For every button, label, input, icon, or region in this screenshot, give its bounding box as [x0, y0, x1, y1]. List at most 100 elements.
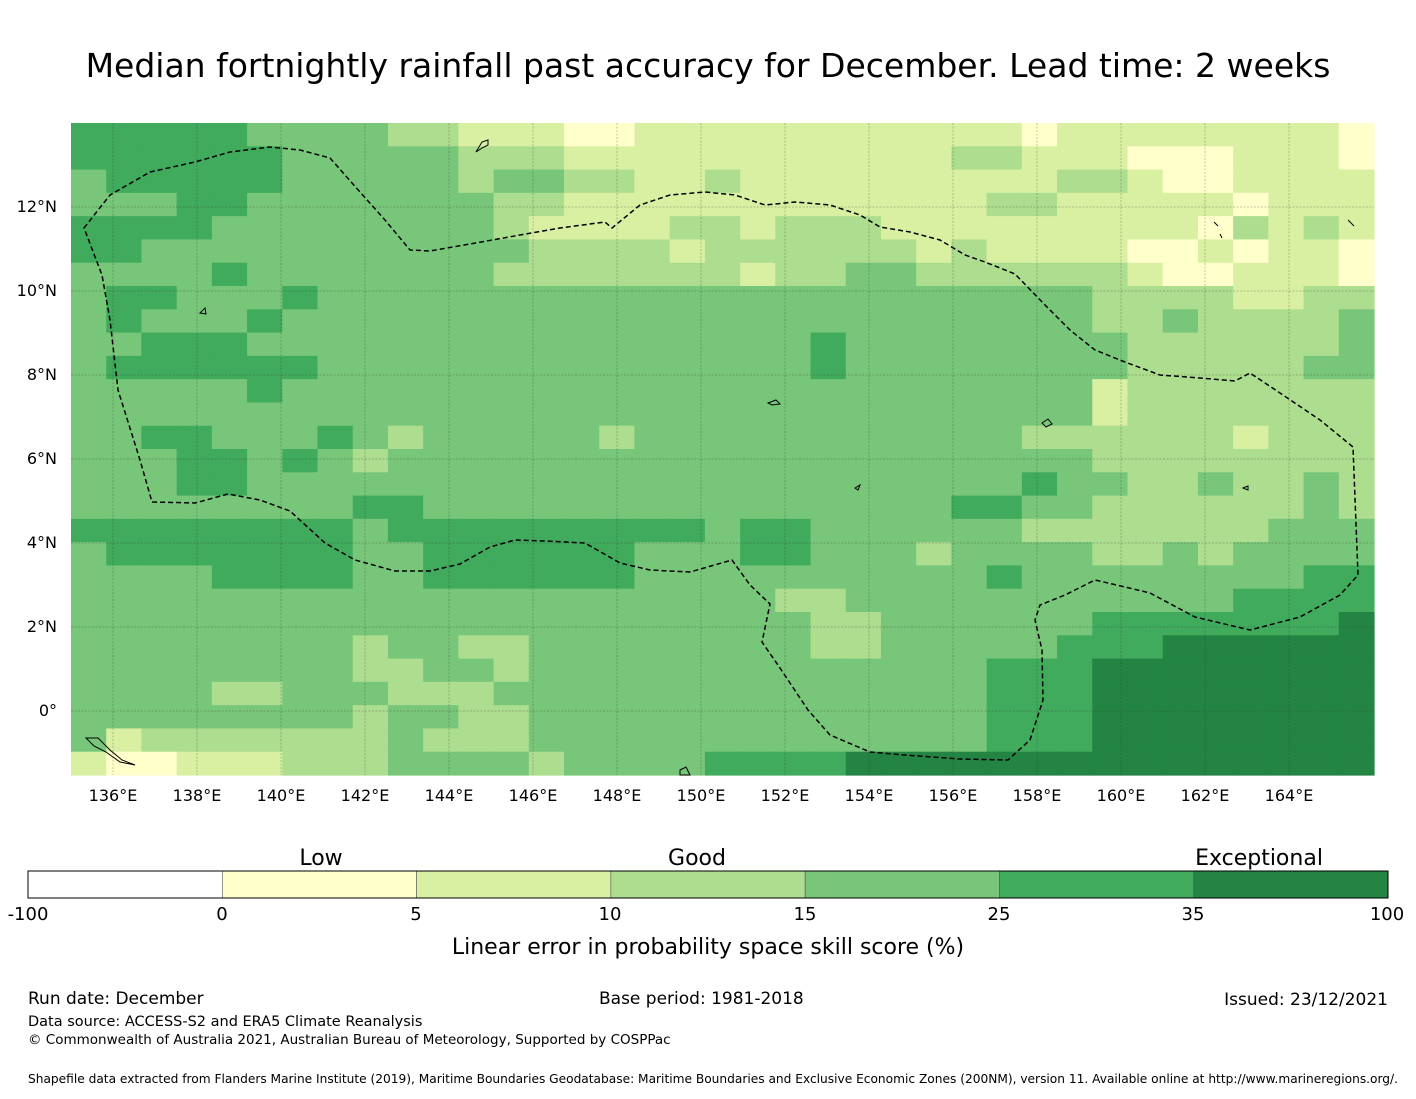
- grid-cell: [740, 728, 776, 753]
- grid-cell: [141, 355, 178, 380]
- grid-cell: [564, 751, 600, 776]
- grid-cell: [634, 355, 671, 380]
- grid-cell: [528, 658, 565, 683]
- grid-cell: [1057, 542, 1093, 567]
- grid-cell: [176, 425, 213, 450]
- grid-cell: [1057, 705, 1093, 730]
- grid-cell: [1021, 449, 1058, 473]
- grid-cell: [810, 658, 847, 683]
- grid-cell: [176, 309, 213, 334]
- grid-cell: [458, 565, 495, 590]
- grid-cell: [247, 309, 283, 334]
- grid-cell: [211, 565, 248, 590]
- grid-cell: [528, 472, 565, 497]
- grid-cell: [493, 286, 530, 310]
- grid-cell: [352, 565, 389, 590]
- grid-cell: [564, 472, 600, 497]
- grid-cell: [1162, 472, 1199, 497]
- grid-cell: [704, 728, 741, 753]
- grid-cell: [740, 635, 776, 660]
- grid-cell: [704, 495, 741, 520]
- grid-cell: [986, 612, 1023, 636]
- grid-cell: [916, 123, 953, 147]
- grid-cell: [1162, 216, 1199, 241]
- grid-cell: [423, 332, 459, 357]
- grid-cell: [1021, 751, 1058, 776]
- grid-cell: [1303, 146, 1340, 171]
- lon-label: 152°E: [761, 786, 810, 805]
- grid-cell: [282, 518, 319, 543]
- grid-cell: [810, 192, 847, 217]
- grid-cell: [1197, 542, 1234, 567]
- grid-cell: [1057, 751, 1093, 776]
- grid-cell: [634, 495, 671, 520]
- grid-cell: [211, 518, 248, 543]
- grid-cell: [1092, 542, 1129, 567]
- grid-cell: [1092, 216, 1129, 241]
- grid-cell: [493, 449, 530, 473]
- grid-cell: [493, 542, 530, 567]
- grid-cell: [211, 588, 248, 613]
- grid-cell: [1268, 472, 1305, 497]
- grid-cell: [1057, 379, 1093, 404]
- grid-cell: [1127, 402, 1164, 427]
- colorbar-bin: [999, 870, 1195, 899]
- lon-label: 158°E: [1013, 786, 1062, 805]
- grid-cell: [845, 751, 882, 776]
- grid-cell: [704, 146, 741, 171]
- grid-cell: [1162, 332, 1199, 357]
- grid-cell: [247, 751, 283, 776]
- grid-cell: [1021, 472, 1058, 497]
- grid-cell: [634, 542, 671, 567]
- grid-cell: [1233, 681, 1269, 706]
- grid-cell: [880, 262, 917, 287]
- grid-cell: [1092, 402, 1129, 427]
- grid-cell: [282, 658, 319, 683]
- grid-cell: [1092, 495, 1129, 520]
- grid-cell: [1338, 705, 1375, 730]
- grid-cell: [247, 612, 283, 636]
- grid-cell: [387, 681, 424, 706]
- grid-cell: [1268, 192, 1305, 217]
- grid-cell: [423, 728, 459, 753]
- grid-cell: [1233, 588, 1269, 613]
- grid-cell: [211, 751, 248, 776]
- grid-cell: [1162, 518, 1199, 543]
- grid-cell: [423, 612, 459, 636]
- grid-cell: [704, 681, 741, 706]
- grid-cell: [1021, 612, 1058, 636]
- grid-cell: [880, 425, 917, 450]
- grid-cell: [916, 588, 953, 613]
- grid-cell: [211, 612, 248, 636]
- grid-cell: [951, 146, 988, 171]
- grid-cell: [986, 239, 1023, 264]
- grid-cell: [211, 332, 248, 357]
- grid-cell: [740, 588, 776, 613]
- grid-cell: [493, 355, 530, 380]
- grid-cell: [106, 192, 143, 217]
- grid-cell: [317, 402, 354, 427]
- grid-cell: [458, 449, 495, 473]
- grid-cell: [634, 216, 671, 241]
- grid-cell: [1197, 355, 1234, 380]
- grid-cell: [634, 146, 671, 171]
- grid-cell: [951, 635, 988, 660]
- grid-cell: [564, 123, 600, 147]
- grid-cell: [564, 728, 600, 753]
- grid-cell: [493, 123, 530, 147]
- grid-cell: [352, 728, 389, 753]
- grid-cell: [141, 425, 178, 450]
- grid-cell: [387, 565, 424, 590]
- grid-cell: [564, 379, 600, 404]
- grid-cell: [317, 751, 354, 776]
- grid-cell: [1021, 262, 1058, 287]
- grid-cell: [211, 681, 248, 706]
- grid-cell: [1197, 565, 1234, 590]
- grid-cell: [1233, 425, 1269, 450]
- grid-cell: [1127, 192, 1164, 217]
- grid-cell: [740, 332, 776, 357]
- grid-cell: [845, 216, 882, 241]
- grid-cell: [1127, 355, 1164, 380]
- grid-cell: [880, 495, 917, 520]
